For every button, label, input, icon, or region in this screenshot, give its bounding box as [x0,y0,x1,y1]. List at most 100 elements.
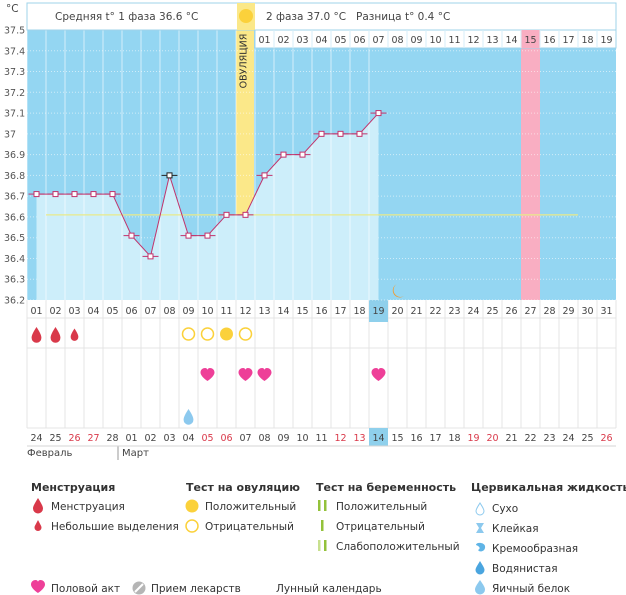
cycle-day-label: 29 [562,306,574,317]
cycle-day-label: 27 [524,306,536,317]
cycle-day-label: 15 [296,306,308,317]
temperature-point [33,191,40,198]
calendar-date-label: 27 [87,433,99,444]
phase2-day-label: 05 [334,35,346,46]
calendar-date-label: 14 [372,433,384,444]
legend-pregtest-weak-label: Слабоположительный [336,541,460,553]
calendar-date-label: 03 [163,433,175,444]
cycle-day-label: 10 [201,306,213,317]
temperature-point [280,151,287,158]
phase2-day-label: 14 [505,35,517,46]
watery-icon [475,561,485,575]
calendar-date-label: 16 [410,433,422,444]
calendar-date-label: 06 [220,433,232,444]
calendar-date-label: 26 [600,433,612,444]
legend-spotting-label: Небольшие выделения [51,521,179,533]
temperature-point [185,232,192,239]
legend-cervical-sticky-label: Клейкая [492,523,539,535]
negative-ovtest-icon [185,519,199,533]
temperature-point [109,191,116,198]
cycle-day-label: 14 [277,306,289,317]
phase2-day-label: 18 [581,35,593,46]
cycle-day-label: 12 [239,306,251,317]
temperature-point [337,130,344,137]
calendar-date-label: 28 [106,433,118,444]
calendar-date-label: 18 [448,433,460,444]
cycle-day-label: 01 [30,306,42,317]
today-day-cell [369,300,388,322]
calendar-date-label: 17 [429,433,441,444]
month-label: Февраль [27,448,73,459]
cycle-day-label: 20 [391,306,403,317]
positive-ovtest-icon [220,327,233,341]
phase2-day-label: 01 [258,35,270,46]
positive-ovtest-icon [185,499,199,513]
header-box [26,2,617,31]
calendar-date-label: 08 [258,433,270,444]
legend-menstruation-label: Менструация [51,501,125,513]
calendar-date-label: 23 [543,433,555,444]
phase2-day-label: 03 [296,35,308,46]
ovulation-label: ОВУЛЯЦИЯ [239,34,250,89]
legend-moon-label: Лунный календарь [276,583,382,595]
y-tick-label: 36.9 [4,150,25,161]
cycle-day-label: 11 [220,306,232,317]
phase2-day-label: 02 [277,35,289,46]
positive-pregtest-icon-b [324,500,327,511]
phase2-day-label: 08 [391,35,403,46]
calendar-date-label: 04 [182,433,194,444]
legend-menstruation-title: Менструация [31,481,115,494]
phase2-day-label: 09 [410,35,422,46]
cycle-day-label: 28 [543,306,555,317]
phase2-highlight-label-cell [521,30,540,48]
phase2-day-label: 04 [315,35,327,46]
legend-ovtest-negative-label: Отрицательный [205,521,294,533]
calendar-date-label: 24 [562,433,574,444]
positive-pregtest-icon-a [318,500,321,511]
temperature-point [261,172,268,179]
cycle-day-label: 06 [125,306,137,317]
temperature-point [375,110,382,117]
cycle-day-label: 23 [448,306,460,317]
temperature-point [71,191,78,198]
header-phase1: Средняя t° 1 фаза 36.6 °C [55,11,198,23]
temperature-point [318,130,325,137]
calendar-date-label: 19 [467,433,479,444]
temperature-point [52,191,59,198]
moon-calendar-icon [257,581,268,595]
y-tick-label: 36.2 [4,296,25,307]
y-tick-label: 36.3 [4,275,25,286]
ovulation-sun-icon [239,9,253,23]
weak-pregtest-icon-b [324,540,327,551]
highlight-day-column [521,30,540,300]
calendar-date-label: 12 [334,433,346,444]
cycle-day-label: 16 [315,306,327,317]
y-tick-label: 36.8 [4,171,25,182]
temperature-point [356,130,363,137]
calendar-date-label: 25 [49,433,61,444]
sex-heart-icon [238,368,253,381]
phase2-day-label: 17 [562,35,574,46]
dry-icon [475,502,485,516]
legend-cervical-eggwhite-label: Яичный белок [492,583,570,595]
y-tick-label: 37.1 [4,109,25,120]
legend-pregtest-negative-label: Отрицательный [336,521,425,533]
cycle-day-label: 13 [258,306,270,317]
phase2-day-label: 11 [448,35,460,46]
legend-cervical-watery-label: Водянистая [492,563,558,575]
negative-ovtest-icon [238,327,253,341]
calendar-date-label: 07 [239,433,251,444]
legend-sex-label: Половой акт [51,583,120,595]
y-unit-label: °C [6,3,19,15]
creamy-icon [476,542,486,552]
y-tick-label: 36.4 [4,254,25,265]
temperature-point [166,172,173,179]
calendar-date-label: 01 [125,433,137,444]
calendar-date-label: 15 [391,433,403,444]
cycle-day-label: 03 [68,306,80,317]
menstruation-drop-icon [31,327,42,343]
cycle-day-label: 22 [429,306,441,317]
y-tick-label: 37.5 [4,26,25,37]
cycle-day-label: 05 [106,306,118,317]
